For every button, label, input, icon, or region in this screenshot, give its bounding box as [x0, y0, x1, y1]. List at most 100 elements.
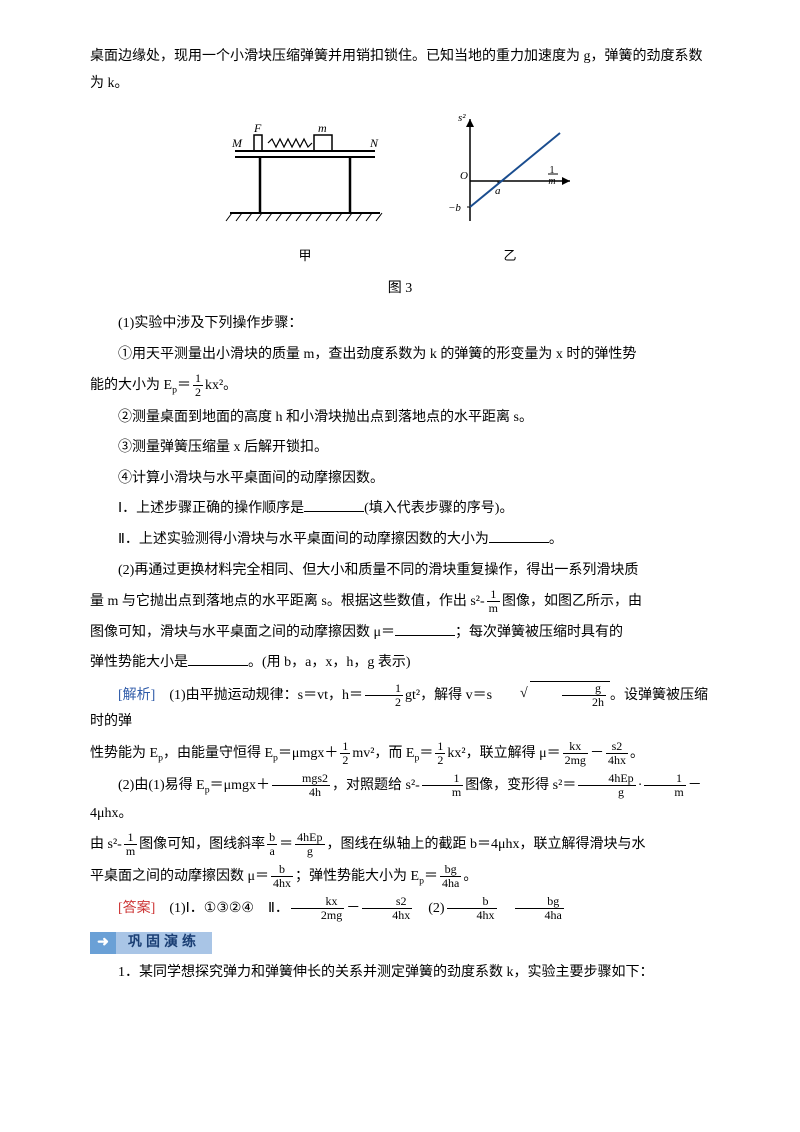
q1-step2: ②测量桌面到地面的高度 h 和小滑块抛出点到落地点的水平距离 s。 [90, 405, 710, 432]
s1b-prefix: 能的大小为 E [90, 378, 172, 393]
q2-frac-1m: 1m [487, 588, 500, 615]
answer-label: [答案] [118, 901, 155, 916]
svg-text:N: N [369, 136, 379, 150]
q2-p1b-a: 量 m 与它抛出点到落地点的水平距离 s。根据这些数值，作出 s²- [90, 594, 485, 609]
svg-text:s²: s² [458, 112, 466, 124]
s1b-frac: 12 [193, 372, 203, 399]
svg-text:a: a [495, 185, 501, 197]
an-l3f3: 4hEpg [578, 772, 635, 799]
an-l4d: ，图线在纵轴上的截距 b＝4μhx，联立解得滑块与水 [327, 837, 646, 852]
an-l2d: mv²，而 E [352, 746, 414, 761]
ans-f4: bg4ha [515, 895, 564, 922]
ans-f3: b4hx [447, 895, 497, 922]
figure-graph-wrap: s² O a −b 1 m 乙 [440, 111, 580, 268]
ans-a1: (1)Ⅰ．①③②④ Ⅱ． [169, 901, 289, 916]
q1-lead: (1)实验中涉及下列操作步骤： [90, 311, 710, 338]
s1b-suffix: kx²。 [205, 378, 237, 393]
q1-step1b: 能的大小为 Ep＝12kx²。 [90, 372, 710, 400]
an-l3c: ，对照题给 s²- [332, 778, 420, 793]
an-l4f1: 1m [124, 831, 137, 858]
an-l3f2: 1m [422, 772, 463, 799]
q1-step3: ③测量弹簧压缩量 x 后解开锁扣。 [90, 435, 710, 462]
intro-text: 桌面边缘处，现用一个小滑块压缩弹簧并用销扣锁住。已知当地的重力加速度为 g，弹簧… [90, 44, 710, 97]
q1-i1b: (填入代表步骤的序号)。 [364, 501, 513, 516]
blank-order [304, 497, 364, 512]
figure-row: M N F m [90, 111, 710, 268]
an-l5d: 。 [463, 869, 477, 884]
svg-text:−b: −b [448, 202, 461, 214]
an-l3f4: 1m [644, 772, 685, 799]
an-l4c: ＝ [279, 837, 293, 852]
an-l4f3: 4hEpg [295, 831, 324, 858]
q2-p1b: 量 m 与它抛出点到落地点的水平距离 s。根据这些数值，作出 s²-1m图像，如… [90, 588, 710, 616]
analysis-l5: 平桌面之间的动摩擦因数 μ＝b4hx；弹性势能大小为 Ep＝bg4ha。 [90, 863, 710, 891]
svg-text:O: O [460, 170, 468, 182]
an-l2f4: s24hx [606, 740, 628, 767]
an-l2f: kx²，联立解得 μ＝ [447, 746, 560, 761]
svg-text:F: F [253, 121, 262, 135]
page-content: 桌面边缘处，现用一个小滑块压缩弹簧并用销扣锁住。已知当地的重力加速度为 g，弹簧… [0, 0, 800, 1031]
q2-p3a: 弹性势能大小是 [90, 655, 188, 670]
analysis-l3: (2)由(1)易得 Ep＝μmgx＋mgs24h，对照题给 s²-1m图像，变形… [90, 772, 710, 827]
blank-mu [489, 528, 549, 543]
svg-text:m: m [548, 176, 555, 187]
figure-caption: 图 3 [90, 276, 710, 303]
q2-p2: 图像可知，滑块与水平桌面之间的动摩擦因数 μ＝ ；每次弹簧被压缩时具有的 [90, 620, 710, 647]
q1-i2: Ⅱ．上述实验测得小滑块与水平桌面间的动摩擦因数的大小为 。 [90, 527, 710, 554]
s1b-mid: ＝ [177, 378, 191, 393]
an-l1b: gt²，解得 v＝s [405, 688, 492, 703]
q1-i1: Ⅰ．上述步骤正确的操作顺序是 (填入代表步骤的序号)。 [90, 496, 710, 523]
figure-apparatus-wrap: M N F m [220, 121, 390, 268]
q2-p1b-b: 图像，如图乙所示，由 [502, 594, 642, 609]
answer-line: [答案] (1)Ⅰ．①③②④ Ⅱ．kx2mg－s24hx (2)b4hx bg4… [90, 895, 710, 923]
analysis-l1: [解析] (1)由平抛运动规律：s＝vt，h＝12gt²，解得 v＝sg2h。设… [90, 681, 710, 736]
q2-p2b: ；每次弹簧被压缩时具有的 [455, 625, 623, 640]
an-l5a: 平桌面之间的动摩擦因数 μ＝ [90, 869, 269, 884]
q2-p1a: (2)再通过更换材料完全相同、但大小和质量不同的滑块重复操作，得出一系列滑块质 [90, 558, 710, 585]
an-l2h: 。 [630, 746, 644, 761]
section-bar: ➜ 巩固演练 [90, 932, 710, 954]
q1-i1a: Ⅰ．上述步骤正确的操作顺序是 [118, 501, 304, 516]
an-l2f1: 12 [340, 740, 350, 767]
q1-i2b: 。 [549, 532, 563, 547]
an-l3a: (2)由(1)易得 E [118, 778, 205, 793]
an-l5c: ＝ [424, 869, 438, 884]
an-l2e: ＝ [419, 746, 433, 761]
q1-step1a: ①用天平测量出小滑块的质量 m，查出劲度系数为 k 的弹簧的形变量为 x 时的弹… [90, 342, 710, 369]
q2-p2a: 图像可知，滑块与水平桌面之间的动摩擦因数 μ＝ [90, 625, 395, 640]
an-l5b: ；弹性势能大小为 E [295, 869, 419, 884]
fig-left-label: 甲 [220, 244, 390, 269]
an-l3f1: mgs24h [272, 772, 330, 799]
graph-svg: s² O a −b 1 m [440, 111, 580, 231]
an-l2b: ，由能量守恒得 E [163, 746, 273, 761]
q2-p3b: 。(用 b，a，x，h，g 表示) [248, 655, 411, 670]
an-l3e: · [638, 778, 643, 793]
section-title: 巩固演练 [116, 932, 212, 954]
an-l1a: (1)由平抛运动规律：s＝vt，h＝ [169, 688, 363, 703]
an-l4a: 由 s²- [90, 837, 122, 852]
ans-a1b: － [346, 901, 360, 916]
q1-i2a: Ⅱ．上述实验测得小滑块与水平桌面间的动摩擦因数的大小为 [118, 532, 489, 547]
apparatus-svg: M N F m [220, 121, 390, 231]
an-f1: 12 [365, 682, 403, 709]
blank-ep [188, 651, 248, 666]
ans-a2: (2) [414, 901, 444, 916]
analysis-label: [解析] [118, 688, 155, 703]
ans-a2b [499, 901, 513, 916]
an-l3b: ＝μmgx＋ [210, 778, 270, 793]
an-l3d: 图像，变形得 s²＝ [465, 778, 576, 793]
an-l4f2: ba [267, 831, 277, 858]
an-l2f3: kx2mg [563, 740, 588, 767]
analysis-l2: 性势能为 Ep，由能量守恒得 Ep＝μmgx＋12mv²，而 Ep＝12kx²，… [90, 740, 710, 768]
an-l2c: ＝μmgx＋ [278, 746, 338, 761]
an-l2g: － [590, 746, 604, 761]
analysis-l4: 由 s²-1m图像可知，图线斜率ba＝4hEpg，图线在纵轴上的截距 b＝4μh… [90, 831, 710, 859]
an-sqrt: g2h [492, 681, 610, 710]
fig-right-label: 乙 [440, 244, 580, 269]
q2-p3: 弹性势能大小是 。(用 b，a，x，h，g 表示) [90, 650, 710, 677]
an-l4b: 图像可知，图线斜率 [139, 837, 265, 852]
q1-step4: ④计算小滑块与水平桌面间的动摩擦因数。 [90, 466, 710, 493]
blank-mu2 [395, 621, 455, 636]
an-l5f2: bg4ha [440, 863, 461, 890]
svg-text:m: m [318, 121, 327, 135]
